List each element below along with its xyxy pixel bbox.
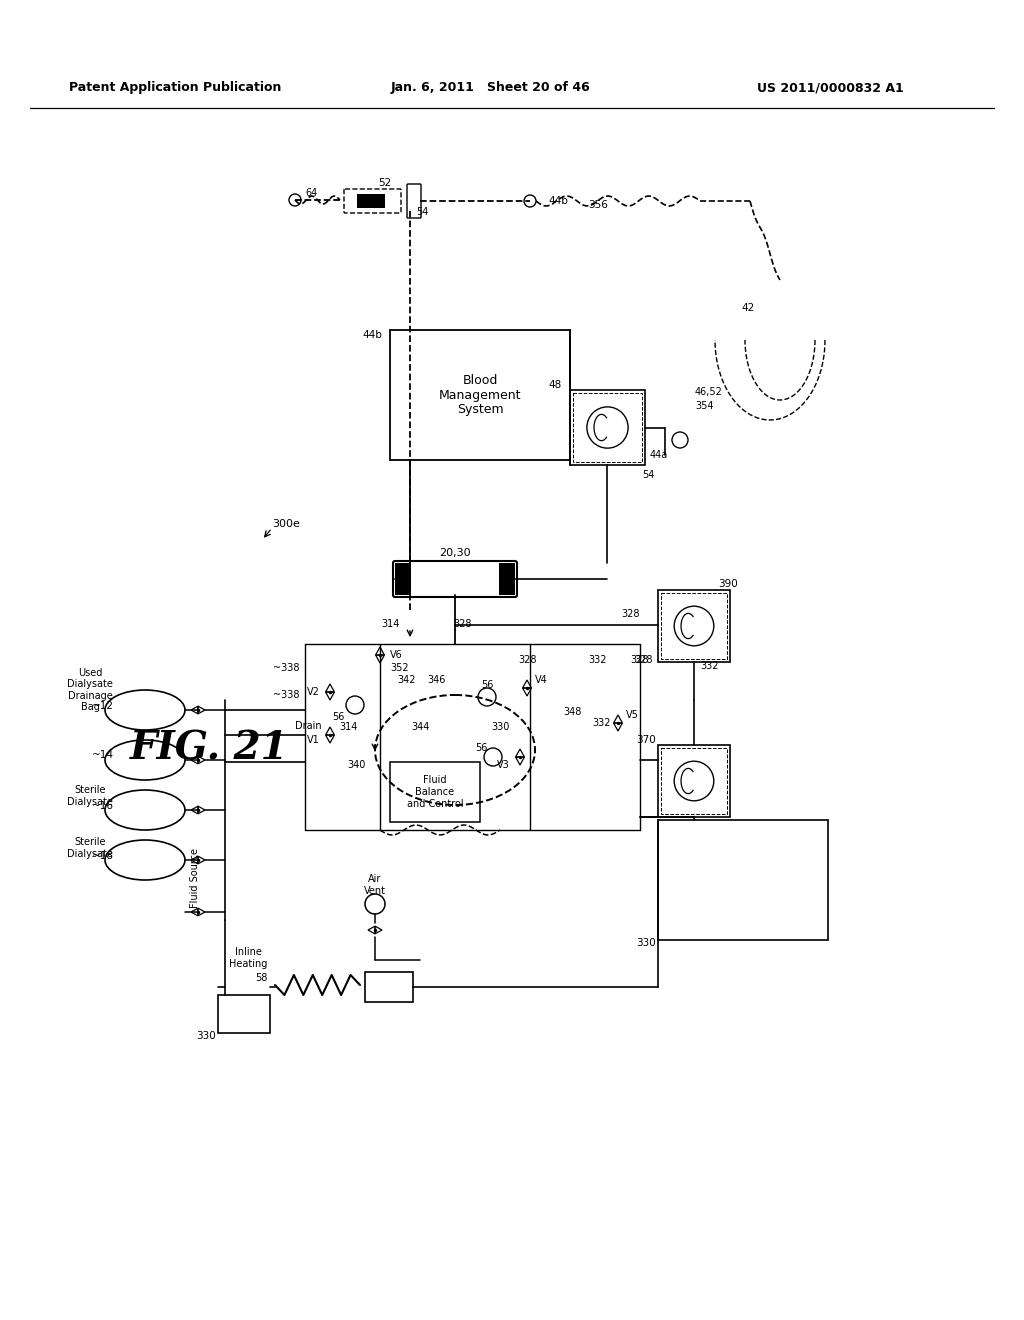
Text: V4: V4 — [535, 675, 548, 685]
Text: V2: V2 — [307, 686, 319, 697]
Text: 54: 54 — [642, 470, 654, 480]
Text: 370: 370 — [636, 735, 656, 744]
Text: 352: 352 — [390, 663, 409, 673]
Text: ~14: ~14 — [92, 750, 114, 760]
Text: 46,52: 46,52 — [695, 387, 723, 397]
Bar — [365, 972, 413, 1002]
Text: 390: 390 — [718, 579, 737, 589]
Bar — [658, 820, 828, 940]
Text: V1: V1 — [307, 735, 319, 744]
Text: 44a: 44a — [650, 450, 668, 459]
Text: 356: 356 — [588, 201, 608, 210]
Text: 56: 56 — [333, 711, 345, 722]
Text: 332: 332 — [700, 661, 719, 671]
Text: Blood
Management
System: Blood Management System — [438, 374, 521, 417]
Text: 354: 354 — [695, 401, 714, 411]
Text: 332: 332 — [593, 718, 611, 729]
Text: 42: 42 — [741, 304, 755, 313]
Text: ~338: ~338 — [272, 663, 299, 673]
Text: 344: 344 — [411, 722, 429, 733]
Text: 332: 332 — [589, 655, 607, 665]
Text: 20,30: 20,30 — [439, 548, 471, 558]
Text: 314: 314 — [382, 619, 400, 630]
FancyBboxPatch shape — [407, 183, 421, 218]
Text: 346: 346 — [428, 675, 446, 685]
Text: V6: V6 — [390, 649, 402, 660]
Text: 348: 348 — [563, 708, 582, 717]
Text: Sterile
Dialysate: Sterile Dialysate — [67, 785, 113, 807]
Text: 54: 54 — [416, 207, 428, 216]
Text: ~338: ~338 — [272, 690, 299, 700]
Text: V3: V3 — [498, 760, 510, 770]
Text: 48: 48 — [549, 380, 562, 389]
Text: Fluid
Balance
and Control: Fluid Balance and Control — [407, 775, 463, 809]
Bar — [499, 564, 515, 595]
Text: 52: 52 — [379, 178, 391, 187]
Text: 328: 328 — [631, 655, 649, 665]
Text: 330: 330 — [490, 722, 509, 733]
Text: Drain: Drain — [295, 721, 322, 731]
Text: ~12: ~12 — [92, 701, 114, 711]
Bar — [395, 564, 411, 595]
Text: US 2011/0000832 A1: US 2011/0000832 A1 — [757, 82, 903, 95]
Bar — [218, 995, 270, 1034]
Text: 56: 56 — [475, 743, 487, 752]
Bar — [357, 194, 385, 209]
Text: 340: 340 — [347, 760, 366, 770]
Text: Jan. 6, 2011   Sheet 20 of 46: Jan. 6, 2011 Sheet 20 of 46 — [390, 82, 590, 95]
Text: 58: 58 — [255, 973, 267, 983]
Text: FIG. 21: FIG. 21 — [130, 729, 289, 767]
Text: 328: 328 — [453, 619, 471, 630]
Text: 328: 328 — [519, 655, 538, 665]
Text: 342: 342 — [397, 675, 416, 685]
Text: 314: 314 — [339, 722, 357, 733]
Text: 300e: 300e — [272, 519, 300, 529]
Text: Fluid Source: Fluid Source — [190, 847, 200, 908]
Text: Used
Dialysate
Drainage
Bag: Used Dialysate Drainage Bag — [67, 668, 113, 713]
Text: 64: 64 — [305, 187, 317, 198]
Text: 330: 330 — [197, 1031, 216, 1041]
Text: 56: 56 — [481, 680, 494, 690]
Text: ~16: ~16 — [92, 801, 114, 810]
Text: V5: V5 — [626, 710, 639, 719]
Text: 44b: 44b — [548, 195, 568, 206]
Text: ~18: ~18 — [92, 851, 114, 861]
Text: 328: 328 — [635, 655, 653, 665]
Text: 328: 328 — [622, 609, 640, 619]
Text: 330: 330 — [636, 939, 656, 948]
Text: Air
Vent: Air Vent — [364, 874, 386, 896]
Text: Inline
Heating: Inline Heating — [228, 948, 267, 969]
Text: Sterile
Dialysate: Sterile Dialysate — [67, 837, 113, 859]
Text: Patent Application Publication: Patent Application Publication — [69, 82, 282, 95]
Text: 44b: 44b — [362, 330, 382, 341]
